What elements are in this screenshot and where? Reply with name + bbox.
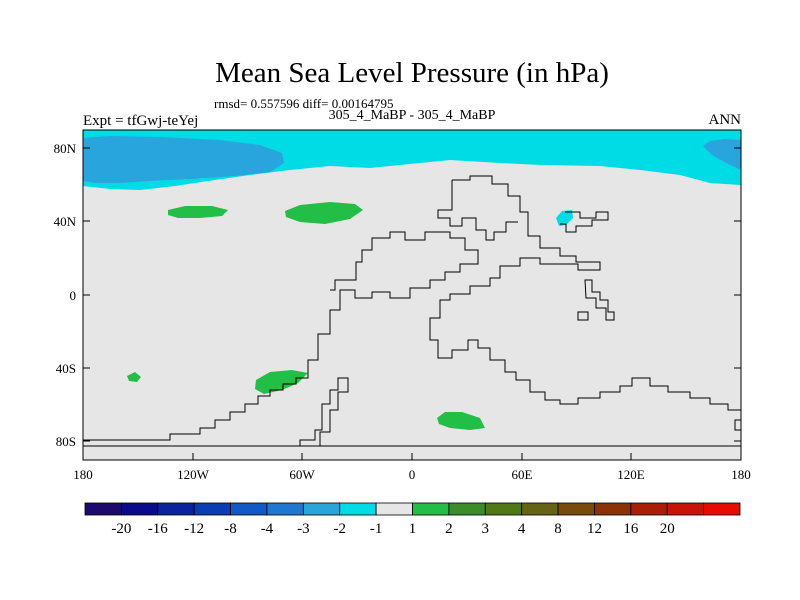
colorbar-label: 16	[623, 521, 639, 537]
colorbar-label: 2	[445, 521, 453, 537]
contour-cyan-asia	[556, 210, 573, 226]
map-panel: 80N 40N 0 40S 80S 180 120W 60W 0 60E 120…	[54, 129, 751, 482]
x-tick-label: 180	[731, 467, 751, 482]
colorbar-label: 1	[409, 521, 417, 537]
contour-green-spacific	[127, 372, 141, 382]
y-tick-label: 40N	[54, 214, 77, 229]
colorbar-label: 4	[518, 521, 526, 537]
stats-line: rmsd= 0.557596 diff= 0.00164795	[214, 96, 393, 111]
plot-title: Mean Sea Level Pressure (in hPa)	[215, 57, 609, 89]
colorbar-swatch	[339, 502, 377, 516]
colorbar-label: 20	[660, 521, 675, 537]
y-tick-label: 0	[70, 288, 77, 303]
center-label: 305_4_MaBP - 305_4_MaBP	[329, 108, 496, 123]
coastline-asia-island	[560, 211, 609, 233]
right-label: ANN	[709, 112, 742, 128]
contour-green-natlantic	[285, 202, 363, 224]
colorbar-swatch	[230, 502, 268, 516]
contour-arctic-blue-east	[703, 139, 741, 170]
colorbar-label: -3	[297, 521, 310, 537]
colorbar-label: -20	[111, 521, 131, 537]
coastline-small-island	[577, 311, 589, 321]
colorbar-swatch	[375, 502, 413, 516]
coastline-continent-east	[429, 175, 741, 411]
contour-green-antarctic	[437, 412, 485, 430]
x-axis	[82, 453, 742, 460]
colorbar: -20 -16 -12 -8 -4 -3 -2 -1 1 2 3 4 8 12 16 20	[84, 502, 741, 537]
coastline-maritime	[584, 279, 615, 321]
colorbar-swatch	[412, 502, 450, 516]
contour-arctic-blue-west	[83, 136, 284, 183]
colorbar-label: 12	[587, 521, 602, 537]
x-tick-label: 0	[409, 467, 416, 482]
coastline-east-tip	[734, 419, 741, 431]
y-tick-label: 40S	[56, 361, 76, 376]
colorbar-label: -4	[261, 521, 274, 537]
colorbar-swatch	[557, 502, 595, 516]
colorbar-label: -12	[184, 521, 204, 537]
contour-green-satlantic	[255, 370, 308, 394]
colorbar-swatch	[302, 502, 341, 516]
colorbar-swatch	[484, 502, 523, 516]
map-background	[83, 130, 741, 460]
left-label: Expt = tfGwj-teYej	[83, 113, 198, 129]
colorbar-swatch	[266, 502, 304, 516]
y-axis	[83, 147, 741, 442]
colorbar-label: -1	[370, 521, 383, 537]
colorbar-swatch	[630, 502, 668, 516]
colorbar-label: -2	[333, 521, 346, 537]
x-tick-label: 180	[73, 467, 93, 482]
coastline-asia-north	[437, 180, 518, 241]
coastlines	[83, 175, 741, 447]
coastline-continent-west	[83, 231, 479, 441]
colorbar-swatch	[666, 502, 705, 516]
x-tick-label: 120W	[177, 467, 210, 482]
x-tick-label: 120E	[617, 467, 645, 482]
colorbar-label: 3	[482, 521, 490, 537]
colorbar-swatch	[594, 502, 632, 516]
colorbar-swatch	[193, 502, 231, 516]
colorbar-swatch	[703, 502, 741, 516]
colorbar-swatch	[157, 502, 195, 516]
y-tick-label: 80S	[56, 434, 76, 449]
contour-green-npacific	[168, 206, 228, 218]
colorbar-label: 8	[554, 521, 562, 537]
x-tick-label: 60W	[289, 467, 315, 482]
colorbar-swatch	[84, 502, 122, 516]
coastline-southern-cape	[169, 377, 349, 446]
colorbar-swatch	[448, 502, 486, 516]
y-tick-label: 80N	[54, 141, 77, 156]
colorbar-label: -16	[148, 521, 168, 537]
colorbar-swatch	[521, 502, 559, 516]
colorbar-label: -8	[224, 521, 237, 537]
x-tick-label: 60E	[512, 467, 533, 482]
colorbar-swatch	[120, 502, 159, 516]
